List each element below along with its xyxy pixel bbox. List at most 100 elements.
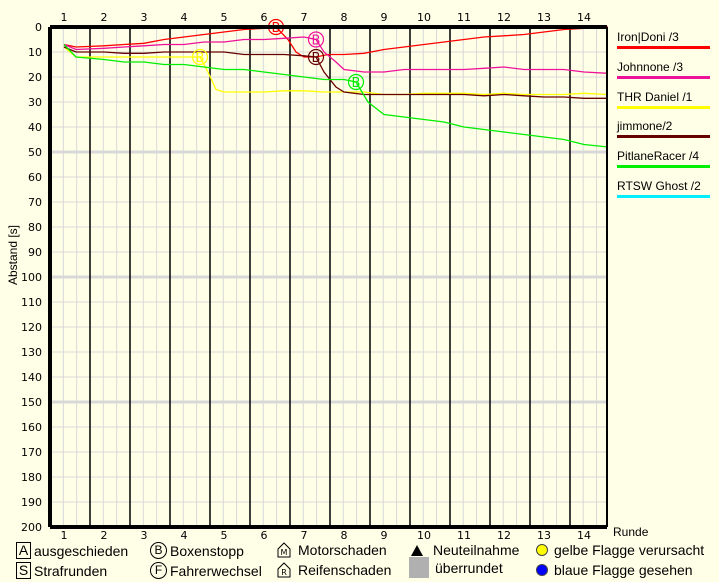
- penalty-icon: S: [16, 562, 31, 579]
- y-tick-label: 30: [28, 96, 42, 109]
- y-axis-ticks: 0 10 20 30 40 50 60 70 80 90 100 110 120 130 140 150 160…: [21, 21, 42, 534]
- key-gelbe-flagge: gelbe Flagge verursacht: [536, 542, 704, 558]
- legend-label: THR Daniel /1: [617, 90, 693, 104]
- x-tick-label: 13: [537, 529, 551, 542]
- key-reifenschaden: R Reifenschaden: [276, 562, 391, 578]
- grid-major: [89, 27, 571, 527]
- x-tick-label: 9: [381, 11, 388, 24]
- x-tick-label: 7: [301, 11, 308, 24]
- y-tick-label: 180: [21, 471, 42, 484]
- x-tick-label: 4: [181, 529, 188, 542]
- yellow-flag-icon: [536, 544, 548, 556]
- x-tick-label: 8: [341, 11, 348, 24]
- legend-label: RTSW Ghost /2: [617, 179, 701, 193]
- series-lines: [63, 26, 609, 148]
- x-tick-label: 5: [221, 11, 228, 24]
- x-tick-label: 1: [61, 11, 68, 24]
- key-label: Reifenschaden: [298, 562, 392, 578]
- x-tick-label: 11: [457, 11, 471, 24]
- engine-damage-icon: M: [277, 542, 291, 558]
- x-tick-label: 9: [381, 529, 388, 542]
- x-tick-label: 11: [457, 529, 471, 542]
- series-line: [63, 46, 609, 96]
- legend-item: PitlaneRacer /4: [617, 149, 710, 168]
- key-blaue-flagge: blaue Flagge gesehen: [536, 562, 693, 578]
- y-tick-label: 190: [21, 496, 42, 509]
- series-line: [63, 36, 609, 74]
- svg-text:R: R: [281, 568, 287, 577]
- x-axis-ticks-bottom: 1 2 3 4 5 6 7 8 9 10 11 12 13 14: [61, 529, 592, 542]
- y-tick-label: 10: [28, 46, 42, 59]
- legend-swatch: [617, 165, 710, 168]
- key-label: ausgeschieden: [34, 542, 129, 559]
- y-tick-label: 50: [28, 146, 42, 159]
- pitstop-marker-label: B: [196, 51, 205, 66]
- legend-label: Johnnone /3: [617, 60, 684, 74]
- legend-swatch: [617, 135, 710, 138]
- x-tick-label: 7: [301, 529, 308, 542]
- y-tick-label: 60: [28, 171, 42, 184]
- legend-item: Johnnone /3: [617, 60, 710, 79]
- pitstop-marker-icon: [347, 73, 365, 91]
- x-tick-label: 12: [497, 529, 511, 542]
- event-markers: BBBBB: [191, 18, 365, 91]
- key-motorschaden: M Motorschaden: [276, 542, 387, 558]
- y-tick-label: 100: [21, 271, 42, 284]
- pitstop-marker-icon: [307, 31, 325, 48]
- retired-icon: A: [16, 542, 31, 559]
- x-tick-label: 8: [341, 529, 348, 542]
- tire-damage-icon: R: [277, 562, 291, 578]
- x-tick-label: 14: [577, 529, 591, 542]
- y-tick-label: 130: [21, 346, 42, 359]
- y-tick-label: 90: [28, 246, 42, 259]
- legend-item: THR Daniel /1: [617, 90, 710, 109]
- x-tick-label: 14: [577, 11, 591, 24]
- x-tick-label: 3: [141, 11, 148, 24]
- y-tick-label: 110: [21, 296, 42, 309]
- legend-item: Iron|Doni /3: [617, 30, 710, 49]
- legend-label: Iron|Doni /3: [617, 30, 679, 44]
- legend-item: jimmone/2: [617, 119, 710, 138]
- pitstop-marker-icon: [191, 48, 209, 66]
- x-tick-label: 4: [181, 11, 188, 24]
- legend-swatch: [617, 76, 710, 79]
- legend-swatch: [617, 106, 710, 109]
- svg-text:M: M: [281, 548, 288, 557]
- y-tick-label: 140: [21, 371, 42, 384]
- plot-frame: [48, 25, 608, 529]
- key-fahrerwechsel: F Fahrerwechsel: [150, 562, 262, 579]
- key-label: gelbe Flagge verursacht: [554, 542, 705, 558]
- legend-label: jimmone/2: [617, 119, 673, 133]
- y-tick-label: 120: [21, 321, 42, 334]
- x-tick-label: 10: [417, 11, 431, 24]
- key-ueberrundet: überrundet: [409, 557, 503, 578]
- y-tick-label: 80: [28, 221, 42, 234]
- blue-flag-icon: [536, 564, 548, 576]
- y-tick-label: 200: [21, 521, 42, 534]
- key-label: blaue Flagge gesehen: [554, 562, 693, 578]
- key-label: Strafrunden: [34, 562, 108, 579]
- y-tick-label: 40: [28, 121, 42, 134]
- y-tick-label: 70: [28, 196, 42, 209]
- pitstop-marker-label: B: [312, 34, 321, 49]
- key-neuteilnahme: Neuteilnahme: [411, 542, 519, 558]
- pitstop-marker-label: B: [312, 51, 321, 66]
- y-tick-label: 150: [21, 396, 42, 409]
- x-tick-label: 2: [101, 11, 108, 24]
- key-boxenstopp: B Boxenstopp: [150, 542, 244, 559]
- pitstop-marker-label: B: [352, 76, 361, 91]
- x-tick-label: 3: [141, 529, 148, 542]
- legend-swatch: [617, 195, 710, 198]
- y-tick-label: 20: [28, 71, 42, 84]
- x-axis-ticks-top: 1 2 3 4 5 6 7 8 9 10 11 12 13 14: [61, 11, 592, 24]
- grid-minor: [50, 25, 607, 529]
- x-tick-label: 2: [101, 529, 108, 542]
- x-tick-label: 13: [537, 11, 551, 24]
- legend-swatch: [617, 46, 710, 49]
- lapped-swatch: [409, 557, 429, 578]
- pitstop-icon: B: [150, 542, 167, 559]
- key-label: Boxenstopp: [170, 542, 244, 559]
- legend-label: PitlaneRacer /4: [617, 149, 700, 163]
- x-tick-label: 6: [261, 11, 268, 24]
- x-tick-label: 6: [261, 529, 268, 542]
